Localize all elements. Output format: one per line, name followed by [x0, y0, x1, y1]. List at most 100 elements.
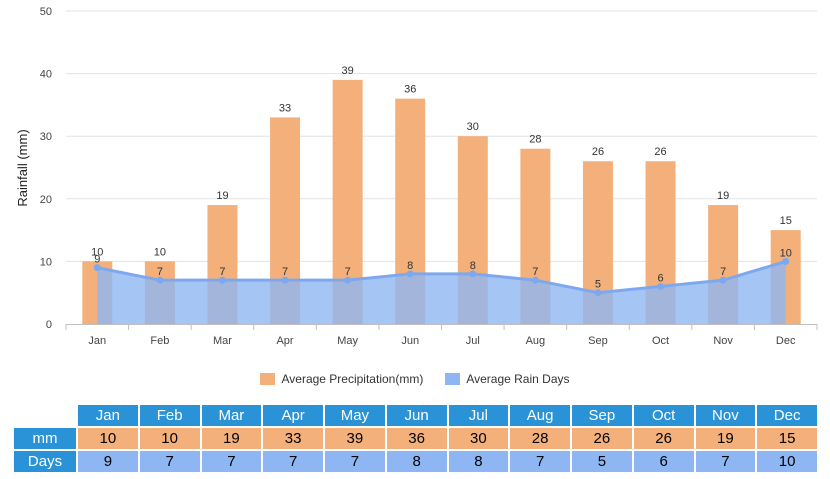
rain-days-point — [469, 270, 477, 278]
x-tick-label: Oct — [652, 335, 669, 347]
table-cell-mm: 28 — [510, 428, 570, 449]
x-tick-label: Jul — [466, 335, 480, 347]
y-tick-label: 30 — [40, 131, 52, 143]
table-cell-mm: 19 — [695, 428, 756, 449]
precipitation-data-label: 39 — [342, 65, 354, 77]
rain-days-line — [96, 259, 787, 295]
table-month-header: Sep — [572, 405, 632, 426]
rain-days-point — [657, 282, 665, 290]
table-cell-days: 8 — [448, 451, 509, 472]
table-cell-mm: 10 — [78, 428, 138, 449]
table-header-row: Jan Feb Mar Apr May Jun Jul Aug Sep Oct Nov Dec — [14, 405, 817, 426]
precipitation-data-label: 19 — [216, 190, 228, 202]
table-cell-days: 6 — [633, 451, 694, 472]
rain-days-data-label: 7 — [532, 266, 538, 278]
rain-days-point — [406, 270, 414, 278]
table-cell-days: 7 — [263, 451, 323, 472]
table-month-header: Jun — [386, 405, 447, 426]
table-month-header: Jan — [78, 405, 138, 426]
table-row-label-days: Days — [14, 451, 76, 472]
table-month-header: Feb — [139, 405, 200, 426]
x-tick-label: Dec — [776, 335, 796, 347]
rain-days-point — [281, 276, 289, 284]
precipitation-data-label: 28 — [529, 134, 541, 146]
precipitation-data-label: 30 — [467, 121, 479, 133]
table-cell-days: 10 — [757, 451, 817, 472]
legend-swatch-rain-days — [445, 373, 461, 385]
y-tick-label: 40 — [40, 69, 52, 81]
table-cell-mm: 26 — [572, 428, 632, 449]
table-row-days: Days 9 7 7 7 7 8 8 7 5 6 7 10 — [14, 451, 817, 472]
table-cell-days: 5 — [572, 451, 632, 472]
table-corner — [14, 405, 76, 426]
table-month-header: Jul — [448, 405, 509, 426]
table-cell-mm: 36 — [386, 428, 447, 449]
y-axis-label: Rainfall (mm) — [15, 129, 30, 206]
y-tick-label: 10 — [40, 256, 52, 268]
data-table: Jan Feb Mar Apr May Jun Jul Aug Sep Oct Nov Dec mm … — [12, 403, 819, 474]
table-cell-mm: 39 — [325, 428, 385, 449]
table-cell-mm: 33 — [263, 428, 323, 449]
table-cell-days: 7 — [139, 451, 200, 472]
table-cell-mm: 10 — [139, 428, 200, 449]
table-cell-mm: 19 — [201, 428, 262, 449]
precipitation-data-label: 36 — [404, 84, 416, 96]
x-tick-label: Jun — [401, 335, 419, 347]
table-month-header: Apr — [263, 405, 323, 426]
x-tick-label: Mar — [213, 335, 232, 347]
x-tick-label: Aug — [526, 335, 546, 347]
legend-label-precipitation: Average Precipitation(mm) — [281, 372, 424, 386]
table-month-header: May — [325, 405, 385, 426]
table-month-header: Oct — [633, 405, 694, 426]
precipitation-data-label: 19 — [717, 190, 729, 202]
table-row-label-mm: mm — [14, 428, 76, 449]
table-cell-mm: 30 — [448, 428, 509, 449]
rain-days-data-label: 6 — [657, 272, 663, 284]
gridlines — [66, 10, 817, 262]
precipitation-data-label: 26 — [654, 146, 666, 158]
table-cell-days: 7 — [325, 451, 385, 472]
x-tick-label: May — [337, 335, 358, 347]
rain-days-point — [782, 257, 790, 265]
rain-days-area — [93, 257, 790, 324]
table-month-header: Dec — [757, 405, 817, 426]
rain-days-point — [93, 264, 101, 272]
chart-area: 0 10 20 30 40 50 Rainfall (mm) 10 10 19 33 39 36 30… — [15, 6, 818, 347]
rain-days-data-label: 8 — [407, 260, 413, 272]
precipitation-data-label: 10 — [154, 246, 166, 258]
rain-days-data-label: 10 — [780, 247, 792, 259]
legend-item-precipitation[interactable]: Average Precipitation(mm) — [260, 372, 423, 386]
precipitation-data-label: 26 — [592, 146, 604, 158]
rain-days-data-label: 9 — [94, 254, 100, 266]
table-cell-mm: 15 — [757, 428, 817, 449]
rain-days-point — [594, 289, 602, 297]
table-cell-days: 9 — [78, 451, 138, 472]
table-month-header: Aug — [510, 405, 570, 426]
table-row-mm: mm 10 10 19 33 39 36 30 28 26 26 19 15 — [14, 428, 817, 449]
rain-days-point — [719, 276, 727, 284]
rain-days-data-label: 7 — [720, 266, 726, 278]
y-tick-label: 0 — [46, 319, 52, 331]
precipitation-data-label: 15 — [780, 215, 792, 227]
legend: Average Precipitation(mm) Average Rain D… — [0, 372, 830, 386]
rain-days-data-label: 5 — [595, 279, 601, 291]
rain-days-point — [344, 276, 352, 284]
rain-days-data-label: 7 — [282, 266, 288, 278]
rain-days-data-label: 7 — [345, 266, 351, 278]
rain-days-point — [156, 276, 164, 284]
rain-days-data-label: 7 — [219, 266, 225, 278]
x-tick-label: Apr — [276, 335, 293, 347]
table-cell-days: 7 — [695, 451, 756, 472]
precipitation-data-label: 33 — [279, 102, 291, 114]
rain-days-data-label: 7 — [157, 266, 163, 278]
legend-swatch-precipitation — [260, 373, 276, 385]
table-cell-days: 7 — [201, 451, 262, 472]
data-labels: 10 10 19 33 39 36 30 28 26 26 19 15 9 7 7 7 7 8 8 7 5 6 7 10 — [91, 65, 792, 291]
rain-days-point — [218, 276, 226, 284]
x-tick-label: Feb — [150, 335, 169, 347]
y-tick-label: 20 — [40, 194, 52, 206]
table-cell-days: 8 — [386, 451, 447, 472]
x-tick-label: Sep — [588, 335, 608, 347]
legend-item-rain-days[interactable]: Average Rain Days — [445, 372, 570, 386]
x-axis: Jan Feb Mar Apr May Jun Jul Aug Sep Oct Nov Dec — [65, 324, 818, 347]
